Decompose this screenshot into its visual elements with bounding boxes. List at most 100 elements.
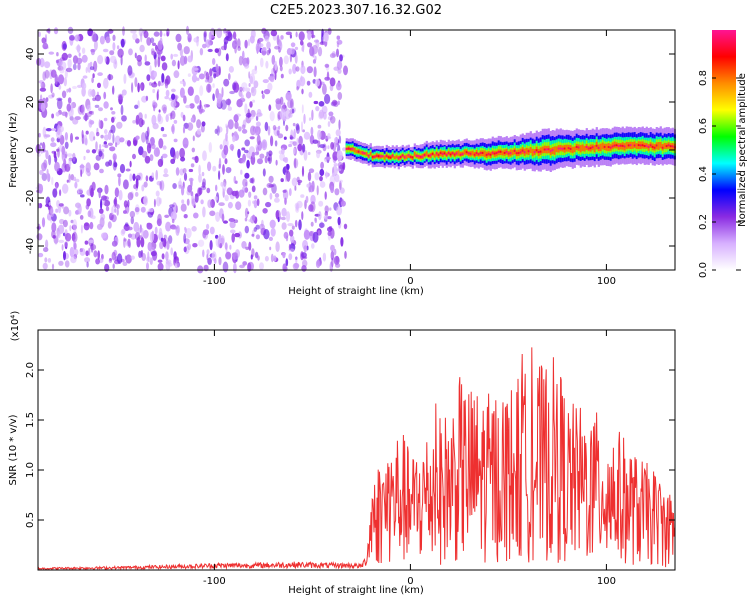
noise-speckle bbox=[111, 206, 114, 216]
noise-speckle bbox=[303, 245, 308, 253]
noise-speckle bbox=[264, 255, 269, 262]
noise-speckle bbox=[193, 212, 199, 219]
noise-speckle bbox=[263, 229, 270, 240]
noise-speckle bbox=[324, 191, 327, 200]
noise-speckle bbox=[104, 129, 108, 135]
noise-speckle bbox=[284, 197, 287, 205]
noise-speckle bbox=[134, 52, 137, 59]
noise-speckle bbox=[139, 44, 145, 53]
noise-speckle bbox=[301, 88, 304, 95]
noise-speckle bbox=[171, 123, 175, 135]
noise-speckle bbox=[258, 43, 264, 48]
echo-peak-cell bbox=[345, 147, 348, 150]
noise-speckle bbox=[165, 251, 169, 261]
noise-speckle bbox=[307, 171, 312, 182]
noise-speckle bbox=[267, 125, 271, 136]
noise-speckle bbox=[61, 145, 66, 155]
y-tick-label: 20 bbox=[25, 96, 36, 109]
noise-speckle bbox=[228, 66, 234, 73]
noise-speckle bbox=[250, 254, 253, 260]
noise-speckle bbox=[38, 132, 41, 138]
noise-speckle bbox=[281, 222, 287, 230]
noise-speckle bbox=[99, 143, 102, 150]
noise-speckle bbox=[89, 221, 94, 230]
noise-speckle bbox=[36, 57, 42, 66]
spectrogram-echo-layer bbox=[345, 126, 676, 172]
noise-speckle bbox=[339, 187, 345, 194]
noise-speckle bbox=[101, 195, 107, 201]
noise-speckle bbox=[61, 52, 68, 61]
echo-peak-cell bbox=[479, 152, 482, 155]
noise-speckle bbox=[56, 98, 63, 110]
echo-peak-cell bbox=[361, 151, 364, 154]
noise-speckle bbox=[171, 226, 178, 230]
y-tick-label: 0.5 bbox=[25, 512, 36, 528]
noise-speckle bbox=[295, 124, 300, 134]
noise-speckle bbox=[91, 149, 97, 154]
noise-speckle bbox=[69, 34, 75, 41]
noise-speckle bbox=[79, 215, 84, 220]
noise-speckle bbox=[84, 240, 89, 245]
noise-speckle bbox=[191, 74, 198, 83]
echo-peak-cell bbox=[437, 153, 440, 156]
echo-band-cell bbox=[369, 152, 372, 156]
noise-speckle bbox=[226, 124, 229, 135]
echo-peak-cell bbox=[559, 147, 562, 150]
noise-speckle bbox=[37, 183, 44, 194]
noise-speckle bbox=[246, 159, 250, 169]
noise-speckle bbox=[329, 261, 333, 273]
echo-peak-cell bbox=[611, 145, 614, 148]
noise-speckle bbox=[159, 30, 163, 38]
noise-speckle bbox=[127, 192, 134, 201]
noise-speckle bbox=[313, 66, 317, 78]
noise-speckle bbox=[157, 158, 164, 168]
noise-speckle bbox=[101, 253, 104, 260]
noise-speckle bbox=[253, 126, 259, 136]
noise-speckle bbox=[82, 82, 87, 90]
noise-speckle bbox=[335, 263, 341, 268]
noise-speckle bbox=[271, 54, 276, 65]
noise-speckle bbox=[93, 136, 96, 141]
noise-speckle bbox=[284, 157, 289, 163]
echo-peak-cell bbox=[551, 149, 554, 152]
noise-speckle bbox=[96, 131, 100, 137]
noise-speckle bbox=[144, 113, 147, 119]
noise-speckle bbox=[117, 173, 122, 178]
noise-speckle bbox=[132, 33, 138, 41]
noise-speckle bbox=[296, 86, 299, 91]
noise-speckle bbox=[319, 176, 323, 182]
noise-speckle bbox=[51, 128, 57, 132]
noise-speckle bbox=[187, 55, 193, 63]
noise-speckle bbox=[111, 116, 115, 123]
noise-speckle bbox=[344, 250, 347, 259]
noise-speckle bbox=[78, 52, 81, 57]
echo-peak-cell bbox=[623, 145, 626, 148]
noise-speckle bbox=[244, 149, 249, 154]
echo-peak-cell bbox=[633, 144, 636, 147]
noise-speckle bbox=[41, 173, 48, 181]
noise-speckle bbox=[237, 126, 242, 132]
noise-speckle bbox=[248, 219, 253, 223]
echo-band-cell bbox=[581, 144, 584, 152]
noise-speckle bbox=[42, 42, 49, 50]
noise-speckle bbox=[198, 173, 202, 183]
noise-speckle bbox=[283, 136, 287, 140]
echo-peak-cell bbox=[439, 151, 442, 154]
noise-speckle bbox=[102, 48, 109, 53]
noise-speckle bbox=[284, 233, 288, 240]
noise-speckle bbox=[306, 80, 311, 86]
noise-speckle bbox=[161, 153, 168, 159]
noise-speckle bbox=[333, 248, 337, 256]
snr-x-axis-label: Height of straight line (km) bbox=[288, 585, 424, 596]
noise-speckle bbox=[231, 233, 235, 243]
noise-speckle bbox=[279, 216, 282, 220]
noise-speckle bbox=[229, 221, 236, 229]
noise-speckle bbox=[151, 82, 158, 88]
noise-speckle bbox=[162, 133, 167, 138]
y-tick-label: -40 bbox=[25, 238, 36, 254]
noise-speckle bbox=[267, 157, 271, 162]
x-tick-label: 0 bbox=[407, 576, 413, 587]
noise-speckle bbox=[290, 235, 295, 243]
noise-speckle bbox=[212, 165, 217, 172]
noise-speckle bbox=[231, 190, 238, 197]
